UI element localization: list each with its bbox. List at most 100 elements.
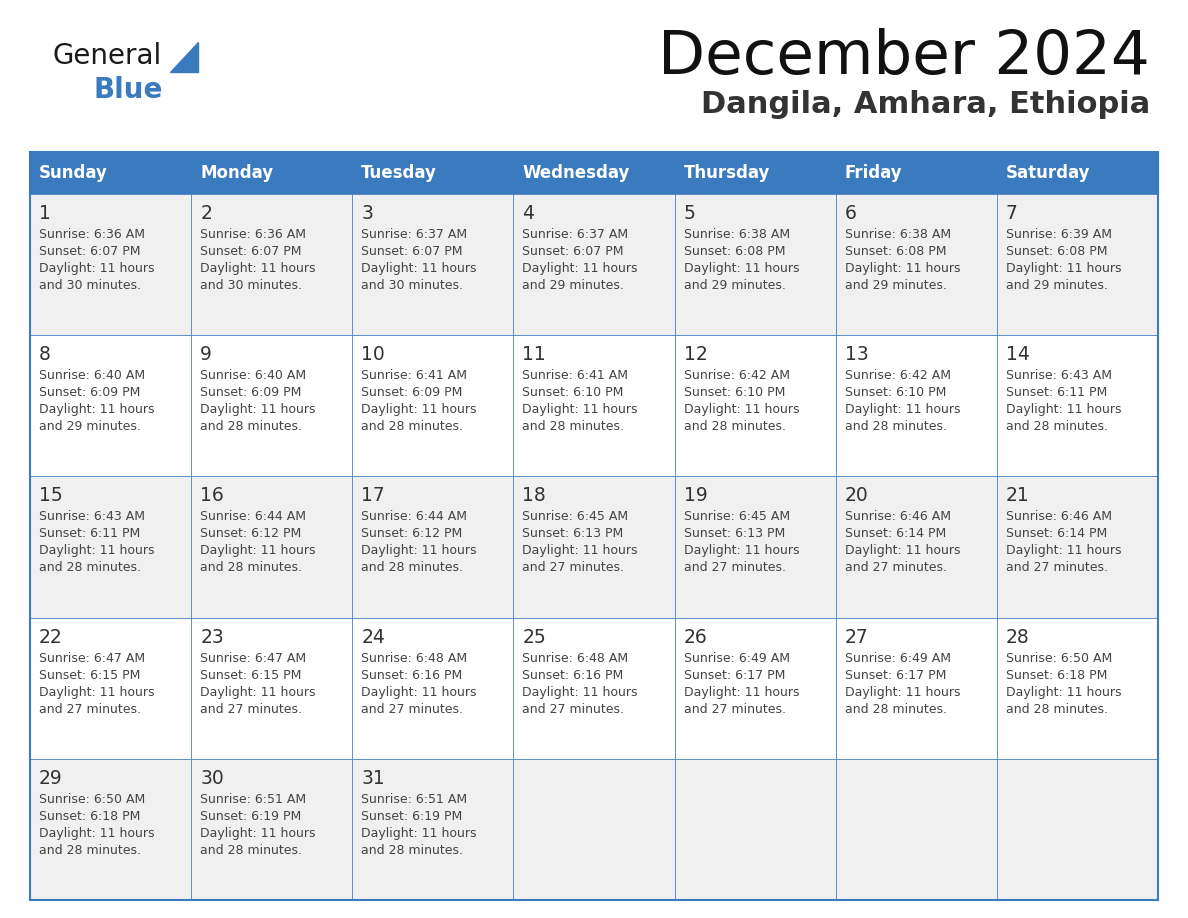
Bar bbox=[835, 476, 997, 618]
Text: and 28 minutes.: and 28 minutes. bbox=[200, 562, 302, 575]
Bar bbox=[353, 335, 513, 476]
Text: Sunset: 6:19 PM: Sunset: 6:19 PM bbox=[200, 810, 302, 823]
Bar bbox=[353, 476, 513, 618]
Text: Sunrise: 6:44 AM: Sunrise: 6:44 AM bbox=[361, 510, 467, 523]
Text: and 28 minutes.: and 28 minutes. bbox=[523, 420, 625, 433]
Text: Sunrise: 6:48 AM: Sunrise: 6:48 AM bbox=[361, 652, 467, 665]
Text: and 28 minutes.: and 28 minutes. bbox=[1006, 702, 1108, 716]
Bar bbox=[191, 152, 353, 194]
Bar bbox=[30, 194, 191, 335]
Text: Sunset: 6:07 PM: Sunset: 6:07 PM bbox=[523, 245, 624, 258]
Text: Daylight: 11 hours: Daylight: 11 hours bbox=[39, 827, 154, 840]
Text: and 29 minutes.: and 29 minutes. bbox=[39, 420, 141, 433]
Text: 8: 8 bbox=[39, 345, 51, 364]
Text: and 28 minutes.: and 28 minutes. bbox=[1006, 420, 1108, 433]
Bar bbox=[835, 335, 997, 476]
Text: and 29 minutes.: and 29 minutes. bbox=[845, 279, 947, 292]
Text: 4: 4 bbox=[523, 204, 535, 223]
Text: 23: 23 bbox=[200, 628, 223, 646]
Text: and 29 minutes.: and 29 minutes. bbox=[1006, 279, 1107, 292]
Text: Sunset: 6:12 PM: Sunset: 6:12 PM bbox=[200, 528, 302, 541]
Text: Sunset: 6:12 PM: Sunset: 6:12 PM bbox=[361, 528, 462, 541]
Text: Sunset: 6:19 PM: Sunset: 6:19 PM bbox=[361, 810, 462, 823]
Text: 20: 20 bbox=[845, 487, 868, 506]
Bar bbox=[997, 194, 1158, 335]
Text: 17: 17 bbox=[361, 487, 385, 506]
Text: Daylight: 11 hours: Daylight: 11 hours bbox=[845, 403, 960, 416]
Text: Sunrise: 6:37 AM: Sunrise: 6:37 AM bbox=[523, 228, 628, 241]
Polygon shape bbox=[170, 42, 198, 72]
Bar bbox=[513, 759, 675, 900]
Text: 1: 1 bbox=[39, 204, 51, 223]
Text: and 28 minutes.: and 28 minutes. bbox=[361, 420, 463, 433]
Text: Sunrise: 6:48 AM: Sunrise: 6:48 AM bbox=[523, 652, 628, 665]
Bar bbox=[353, 618, 513, 759]
Text: 9: 9 bbox=[200, 345, 211, 364]
Text: and 28 minutes.: and 28 minutes. bbox=[39, 562, 141, 575]
Text: Daylight: 11 hours: Daylight: 11 hours bbox=[200, 686, 316, 699]
Text: and 28 minutes.: and 28 minutes. bbox=[200, 844, 302, 856]
Text: 24: 24 bbox=[361, 628, 385, 646]
Text: Sunrise: 6:50 AM: Sunrise: 6:50 AM bbox=[39, 793, 145, 806]
Bar bbox=[513, 152, 675, 194]
Text: and 28 minutes.: and 28 minutes. bbox=[845, 420, 947, 433]
Text: Saturday: Saturday bbox=[1006, 164, 1091, 182]
Bar bbox=[191, 194, 353, 335]
Text: Sunset: 6:18 PM: Sunset: 6:18 PM bbox=[39, 810, 140, 823]
Text: Sunrise: 6:41 AM: Sunrise: 6:41 AM bbox=[523, 369, 628, 382]
Text: Daylight: 11 hours: Daylight: 11 hours bbox=[683, 262, 800, 275]
Text: Sunrise: 6:49 AM: Sunrise: 6:49 AM bbox=[683, 652, 790, 665]
Text: Daylight: 11 hours: Daylight: 11 hours bbox=[1006, 262, 1121, 275]
Text: Sunset: 6:17 PM: Sunset: 6:17 PM bbox=[845, 668, 946, 681]
Text: and 28 minutes.: and 28 minutes. bbox=[845, 702, 947, 716]
Text: 3: 3 bbox=[361, 204, 373, 223]
Text: 16: 16 bbox=[200, 487, 223, 506]
Bar bbox=[835, 618, 997, 759]
Bar bbox=[675, 759, 835, 900]
Text: December 2024: December 2024 bbox=[658, 28, 1150, 87]
Text: 10: 10 bbox=[361, 345, 385, 364]
Bar bbox=[835, 194, 997, 335]
Text: and 27 minutes.: and 27 minutes. bbox=[683, 562, 785, 575]
Bar bbox=[30, 335, 191, 476]
Text: Daylight: 11 hours: Daylight: 11 hours bbox=[361, 686, 476, 699]
Bar bbox=[513, 476, 675, 618]
Text: 14: 14 bbox=[1006, 345, 1030, 364]
Text: 27: 27 bbox=[845, 628, 868, 646]
Bar bbox=[30, 618, 191, 759]
Text: Sunset: 6:08 PM: Sunset: 6:08 PM bbox=[845, 245, 946, 258]
Text: and 28 minutes.: and 28 minutes. bbox=[361, 844, 463, 856]
Text: Sunrise: 6:40 AM: Sunrise: 6:40 AM bbox=[39, 369, 145, 382]
Text: 26: 26 bbox=[683, 628, 707, 646]
Text: and 29 minutes.: and 29 minutes. bbox=[523, 279, 625, 292]
Text: Sunset: 6:14 PM: Sunset: 6:14 PM bbox=[845, 528, 946, 541]
Bar bbox=[675, 476, 835, 618]
Text: Sunset: 6:15 PM: Sunset: 6:15 PM bbox=[200, 668, 302, 681]
Bar bbox=[513, 194, 675, 335]
Text: and 27 minutes.: and 27 minutes. bbox=[523, 562, 625, 575]
Text: Daylight: 11 hours: Daylight: 11 hours bbox=[523, 686, 638, 699]
Text: Sunrise: 6:44 AM: Sunrise: 6:44 AM bbox=[200, 510, 307, 523]
Text: Sunset: 6:15 PM: Sunset: 6:15 PM bbox=[39, 668, 140, 681]
Text: 7: 7 bbox=[1006, 204, 1018, 223]
Bar bbox=[997, 759, 1158, 900]
Text: 5: 5 bbox=[683, 204, 695, 223]
Text: Daylight: 11 hours: Daylight: 11 hours bbox=[200, 262, 316, 275]
Text: Daylight: 11 hours: Daylight: 11 hours bbox=[523, 544, 638, 557]
Text: Sunset: 6:09 PM: Sunset: 6:09 PM bbox=[39, 386, 140, 399]
Text: Daylight: 11 hours: Daylight: 11 hours bbox=[845, 544, 960, 557]
Text: Daylight: 11 hours: Daylight: 11 hours bbox=[200, 544, 316, 557]
Bar bbox=[835, 759, 997, 900]
Text: Sunset: 6:08 PM: Sunset: 6:08 PM bbox=[683, 245, 785, 258]
Text: Blue: Blue bbox=[94, 76, 164, 104]
Bar bbox=[353, 759, 513, 900]
Text: 29: 29 bbox=[39, 768, 63, 788]
Text: 22: 22 bbox=[39, 628, 63, 646]
Text: Sunrise: 6:38 AM: Sunrise: 6:38 AM bbox=[683, 228, 790, 241]
Text: Sunrise: 6:40 AM: Sunrise: 6:40 AM bbox=[200, 369, 307, 382]
Text: Sunset: 6:10 PM: Sunset: 6:10 PM bbox=[523, 386, 624, 399]
Text: Monday: Monday bbox=[200, 164, 273, 182]
Text: Sunrise: 6:46 AM: Sunrise: 6:46 AM bbox=[1006, 510, 1112, 523]
Bar bbox=[191, 618, 353, 759]
Text: Daylight: 11 hours: Daylight: 11 hours bbox=[1006, 403, 1121, 416]
